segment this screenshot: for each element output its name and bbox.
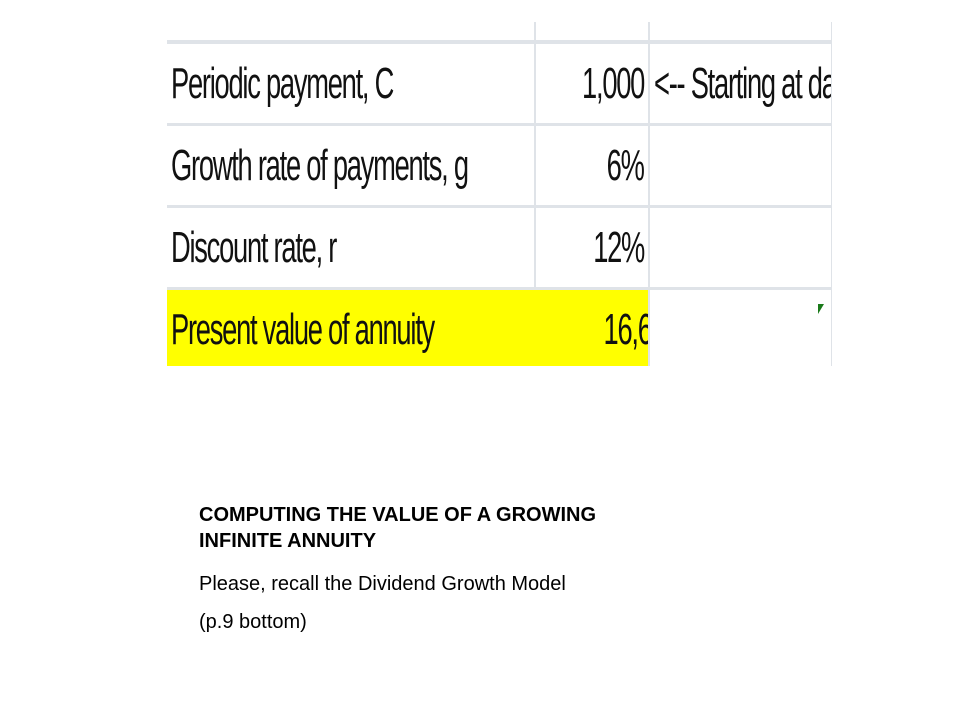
discount-value: 12% (593, 222, 645, 272)
spreadsheet-snippet: Periodic payment, C 1,000 <-- Starting a… (167, 22, 832, 366)
caption-title-line-1: COMPUTING THE VALUE OF A GROWING (199, 504, 597, 526)
table-row-header-stub (167, 22, 832, 44)
caption-body-line-2: (p.9 bottom) (199, 611, 307, 633)
present-value-label-cell[interactable]: Present value of annuity (167, 288, 536, 366)
discount-label: Discount rate, r (171, 222, 337, 272)
formula-indicator-icon (818, 304, 824, 314)
payment-label: Periodic payment, C (171, 58, 394, 108)
growth-label: Growth rate of payments, g (171, 140, 469, 190)
present-value-cell[interactable]: 16,666.67 (535, 288, 650, 366)
payment-note: <-- Starting at date 1 (654, 58, 830, 108)
table-row: Periodic payment, C 1,000 <-- Starting a… (167, 42, 832, 126)
growth-value-cell[interactable]: 6% (535, 124, 650, 208)
caption-title-line-2: INFINITE ANNUITY (199, 530, 377, 552)
present-value-label: Present value of annuity (171, 304, 435, 354)
payment-label-cell[interactable]: Periodic payment, C (167, 42, 536, 126)
table-row-highlighted: Present value of annuity 16,666.67 (167, 288, 832, 366)
caption-title: COMPUTING THE VALUE OF A GROWING INFINIT… (199, 502, 819, 554)
present-value: 16,666.67 (603, 304, 649, 354)
discount-note-cell[interactable] (649, 206, 832, 290)
table-cell[interactable] (649, 22, 832, 44)
payment-value-cell[interactable]: 1,000 (535, 42, 650, 126)
caption-body-line-1: Please, recall the Dividend Growth Model (199, 573, 566, 595)
table-cell[interactable] (535, 22, 650, 44)
discount-label-cell[interactable]: Discount rate, r (167, 206, 536, 290)
growth-value: 6% (607, 140, 645, 190)
annuity-table: Periodic payment, C 1,000 <-- Starting a… (167, 22, 832, 366)
payment-note-cell[interactable]: <-- Starting at date 1 (649, 42, 832, 126)
discount-value-cell[interactable]: 12% (535, 206, 650, 290)
table-row: Discount rate, r 12% (167, 206, 832, 290)
present-value-note-cell[interactable] (649, 288, 832, 366)
slide-caption: COMPUTING THE VALUE OF A GROWING INFINIT… (199, 502, 819, 634)
payment-value: 1,000 (581, 58, 645, 108)
growth-note-cell[interactable] (649, 124, 832, 208)
table-row: Growth rate of payments, g 6% (167, 124, 832, 208)
growth-label-cell[interactable]: Growth rate of payments, g (167, 124, 536, 208)
table-cell[interactable] (167, 22, 536, 44)
